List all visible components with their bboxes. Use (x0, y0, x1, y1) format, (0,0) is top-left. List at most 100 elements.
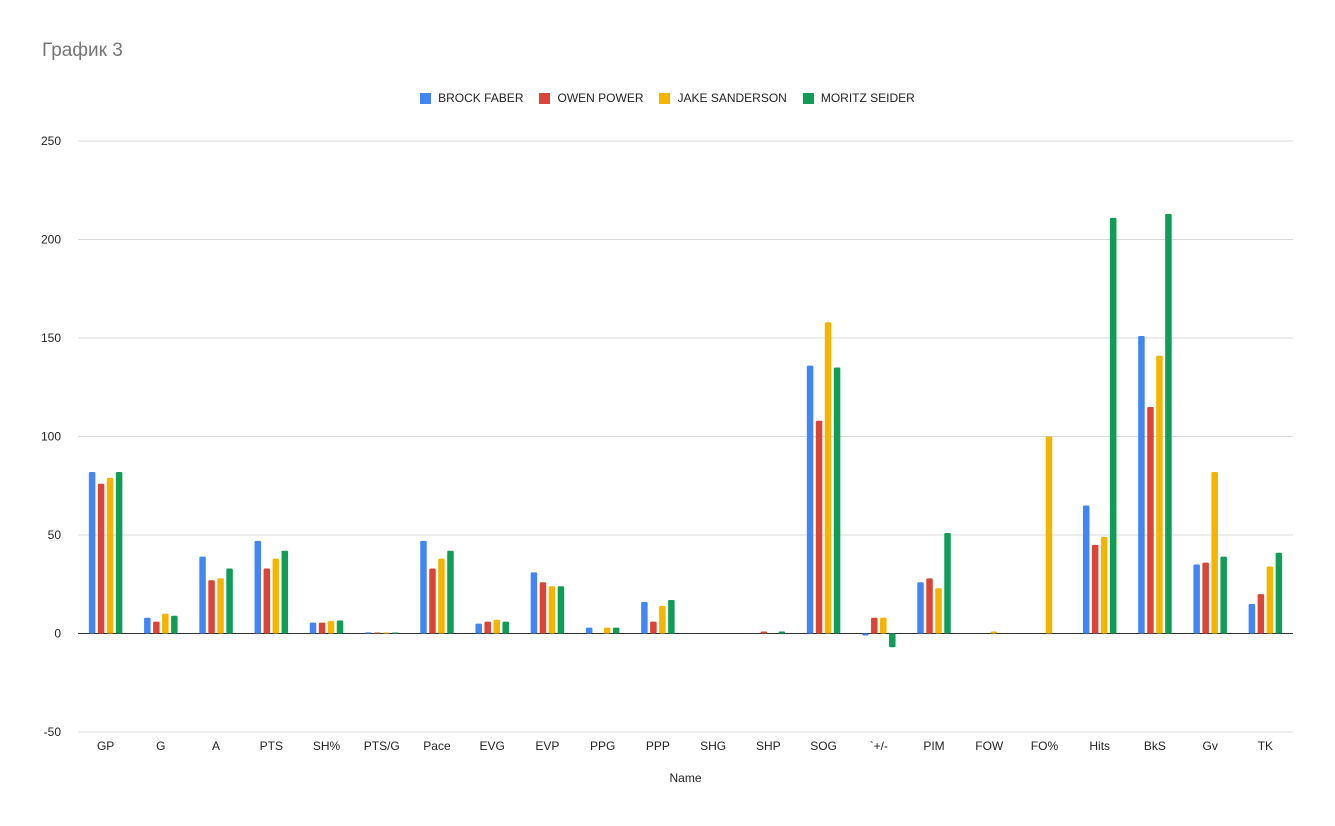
bar-moritz-seider (889, 633, 896, 648)
bar-owen-power (539, 582, 547, 634)
bar-moritz-seider (281, 550, 289, 634)
bar-moritz-seider (115, 471, 123, 634)
x-tick-label: Pace (423, 739, 451, 753)
x-tick-label: `+/- (870, 739, 888, 753)
y-tick-label: 200 (41, 233, 61, 247)
legend-item: JAKE SANDERSON (659, 91, 787, 105)
bar-brock-faber (475, 623, 482, 634)
y-tick-label: -50 (44, 725, 62, 739)
bar-moritz-seider (171, 615, 178, 634)
legend-item: BROCK FABER (420, 91, 523, 105)
legend-item: OWEN POWER (539, 91, 643, 105)
legend-swatch (802, 92, 814, 104)
bar-owen-power (484, 621, 491, 634)
bar-owen-power (208, 580, 215, 634)
bar-brock-faber (530, 572, 538, 634)
legend-label: MORITZ SEIDER (820, 91, 915, 105)
bar-owen-power (650, 621, 657, 634)
bar-jake-sanderson (327, 621, 335, 634)
x-tick-label: PTS/G (364, 739, 400, 753)
bar-owen-power (429, 568, 436, 634)
bar-moritz-seider (944, 533, 951, 634)
bar-owen-power (263, 568, 271, 634)
bar-brock-faber (1138, 336, 1145, 634)
bar-owen-power (153, 621, 160, 634)
legend: BROCK FABER OWEN POWER JAKE SANDERSON MORIT… (0, 91, 1335, 105)
legend-label: JAKE SANDERSON (677, 91, 787, 105)
bar-jake-sanderson (1266, 566, 1274, 634)
bar-moritz-seider (1220, 556, 1227, 634)
x-tick-label: A (212, 739, 220, 753)
bar-moritz-seider (833, 367, 841, 634)
bar-brock-faber (254, 540, 262, 634)
bar-moritz-seider (226, 568, 233, 634)
legend-swatch (659, 92, 671, 104)
bar-brock-faber (420, 540, 427, 634)
bar-moritz-seider (668, 600, 675, 634)
bar-jake-sanderson (1100, 536, 1108, 634)
bar-moritz-seider (336, 620, 344, 634)
bar-brock-faber (365, 632, 372, 634)
bar-jake-sanderson (217, 578, 224, 634)
bar-jake-sanderson (990, 631, 997, 634)
bar-jake-sanderson (272, 558, 280, 634)
x-tick-label: BkS (1144, 739, 1166, 753)
x-axis-title: Name (669, 771, 701, 785)
bar-owen-power (926, 578, 933, 634)
bar-jake-sanderson (383, 632, 390, 634)
x-tick-label: SH% (313, 739, 341, 753)
bar-jake-sanderson (603, 627, 611, 634)
bar-owen-power (1147, 406, 1154, 634)
bar-jake-sanderson (1045, 436, 1053, 634)
bar-owen-power (1202, 562, 1209, 634)
y-tick-label: 150 (41, 331, 61, 345)
bar-jake-sanderson (1156, 355, 1163, 634)
x-tick-label: PIM (923, 739, 944, 753)
bar-brock-faber (1193, 564, 1200, 634)
bar-jake-sanderson (493, 619, 500, 634)
x-tick-label: G (156, 739, 165, 753)
bar-moritz-seider (392, 632, 399, 634)
bar-moritz-seider (1109, 217, 1117, 634)
bar-owen-power (374, 632, 381, 634)
x-tick-label: SHG (700, 739, 726, 753)
bar-brock-faber (806, 365, 814, 634)
bar-owen-power (1091, 544, 1099, 634)
x-tick-label: GP (97, 739, 114, 753)
legend-label: OWEN POWER (557, 91, 644, 105)
bar-moritz-seider (778, 631, 786, 634)
bar-jake-sanderson (106, 477, 114, 634)
bar-owen-power (1257, 594, 1265, 634)
legend-swatch (420, 92, 432, 104)
y-tick-label: 250 (41, 134, 61, 148)
bar-jake-sanderson (438, 558, 445, 634)
x-tick-label: FOW (975, 739, 1004, 753)
y-tick-label: 0 (54, 627, 61, 641)
bar-brock-faber (862, 633, 869, 636)
bar-jake-sanderson (1211, 471, 1218, 634)
x-tick-label: SOG (810, 739, 837, 753)
chart-title: График 3 (42, 40, 123, 61)
x-tick-label: FO% (1031, 739, 1059, 753)
bar-brock-faber (1248, 603, 1256, 634)
x-tick-label: Gv (1202, 739, 1217, 753)
bar-moritz-seider (612, 627, 620, 634)
bar-brock-faber (88, 471, 96, 634)
legend-swatch (539, 92, 551, 104)
bar-brock-faber (585, 627, 593, 634)
bar-brock-faber (144, 617, 151, 634)
bar-moritz-seider (557, 586, 565, 634)
x-tick-label: PPG (590, 739, 615, 753)
bar-brock-faber (641, 601, 648, 634)
bar-brock-faber (917, 582, 924, 634)
x-tick-label: Hits (1089, 739, 1110, 753)
bar-brock-faber (309, 622, 317, 634)
bar-owen-power (815, 420, 823, 634)
legend-item: MORITZ SEIDER (802, 91, 915, 105)
bar-owen-power (97, 483, 105, 634)
x-tick-label: PTS (260, 739, 283, 753)
x-tick-label: PPP (646, 739, 670, 753)
bar-brock-faber (199, 556, 206, 634)
bar-moritz-seider (1275, 552, 1283, 634)
bar-brock-faber (1082, 505, 1090, 634)
